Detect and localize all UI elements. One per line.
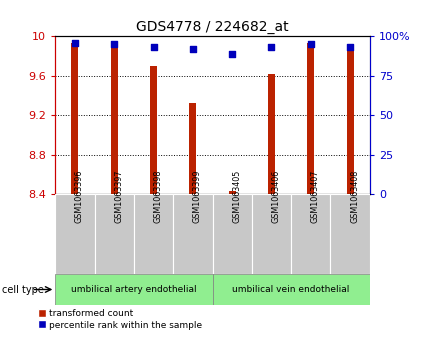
Point [190,46,196,52]
Bar [110,45,118,194]
Text: GSM1063399: GSM1063399 [193,170,202,223]
Point [268,44,275,50]
Bar [252,194,291,274]
Point [71,40,78,45]
Legend: transformed count, percentile rank within the sample: transformed count, percentile rank withi… [39,309,202,330]
Bar [189,103,196,194]
Bar [134,194,173,274]
Bar [212,194,252,274]
Text: GSM1063405: GSM1063405 [232,170,241,223]
Point [229,51,235,57]
Text: GSM1063398: GSM1063398 [153,170,162,223]
Point [150,44,157,50]
Bar [346,44,354,194]
Text: GSM1063397: GSM1063397 [114,170,123,223]
Bar [71,43,79,194]
Bar [94,194,134,274]
Text: umbilical artery endothelial: umbilical artery endothelial [71,285,197,294]
Bar [55,274,212,305]
Bar [173,194,212,274]
Title: GDS4778 / 224682_at: GDS4778 / 224682_at [136,20,289,34]
Text: GSM1063396: GSM1063396 [75,170,84,223]
Point [307,41,314,47]
Bar [268,74,275,194]
Bar [331,194,370,274]
Point [111,41,118,47]
Point [347,44,354,50]
Text: GSM1063406: GSM1063406 [272,170,280,223]
Text: umbilical vein endothelial: umbilical vein endothelial [232,285,350,294]
Bar [55,194,94,274]
Bar [150,66,157,194]
Text: GSM1063407: GSM1063407 [311,170,320,223]
Bar [307,43,314,194]
Text: GSM1063408: GSM1063408 [350,170,359,223]
Bar [212,274,370,305]
Bar [291,194,331,274]
Text: cell type: cell type [2,285,44,295]
Bar [229,191,236,194]
